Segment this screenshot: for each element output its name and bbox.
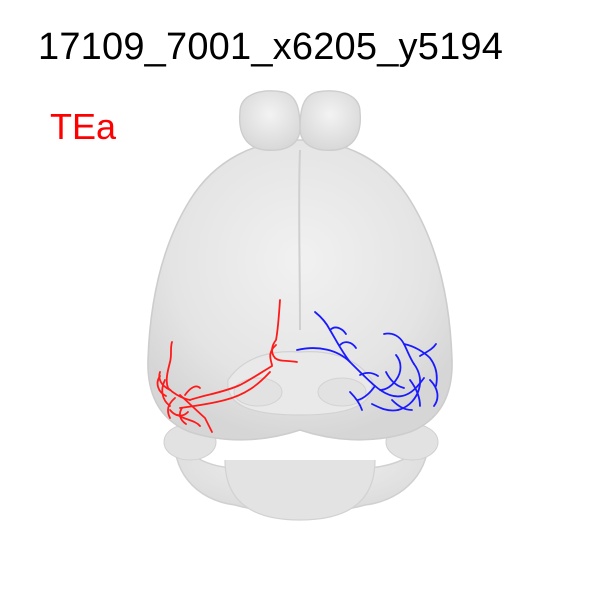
olfactory-bulbs-shape bbox=[238, 90, 362, 152]
region-label: TEa bbox=[50, 106, 117, 147]
cerebellum-shape bbox=[163, 423, 439, 521]
neuron-id-title: 17109_7001_x6205_y5194 bbox=[38, 26, 504, 68]
neuron-axon-red bbox=[156, 299, 298, 433]
cerebrum-shape bbox=[147, 139, 453, 441]
neuron-axon-blue bbox=[296, 311, 439, 412]
